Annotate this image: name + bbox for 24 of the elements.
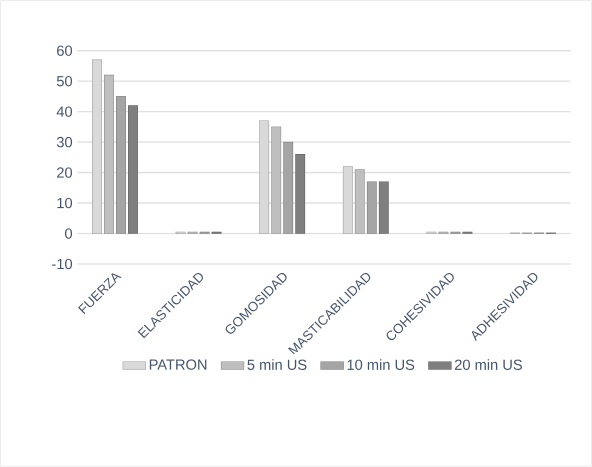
y-tick-label: 30 [56, 137, 72, 148]
bar [283, 142, 294, 234]
y-tick-label: 50 [56, 76, 72, 87]
y-tick-label: 20 [57, 168, 72, 178]
y-tick-label: 40 [56, 106, 72, 117]
legend-label: 20 min US [454, 359, 522, 370]
bar [366, 182, 377, 234]
legend-label: 10 min US [348, 359, 414, 370]
bar [104, 74, 114, 234]
bar [295, 154, 306, 234]
bar [354, 169, 365, 234]
y-tick-label: -10 [52, 258, 72, 270]
bar [92, 60, 102, 234]
bar [259, 120, 270, 234]
legend-label: PATRON [150, 360, 206, 370]
bar [271, 126, 282, 234]
y-tick-label: 60 [57, 46, 72, 56]
bar [116, 96, 126, 234]
bar [378, 182, 389, 234]
legend-label: 5 min US [247, 359, 306, 370]
y-tick-label: 10 [57, 198, 72, 208]
bar [128, 105, 138, 234]
bar [342, 166, 353, 234]
y-tick-label: 0 [65, 228, 72, 239]
